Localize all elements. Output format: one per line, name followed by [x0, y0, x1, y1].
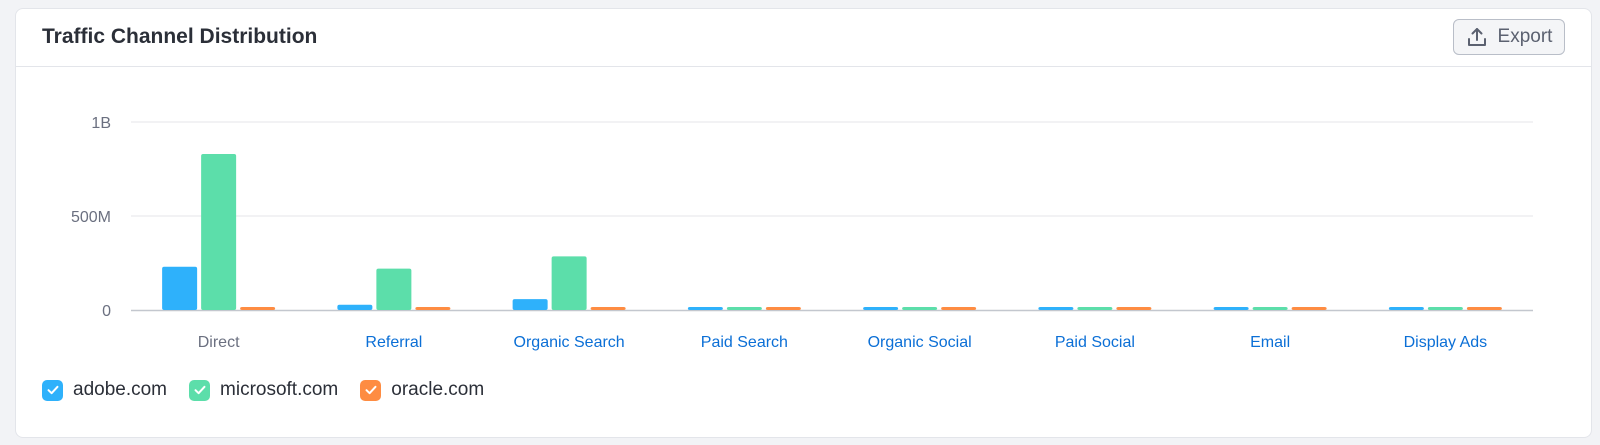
y-tick-label: 1B: [91, 115, 111, 132]
bar-adobe: [863, 307, 899, 310]
bar-microsoft: [376, 268, 412, 310]
x-tick-label[interactable]: Display Ads: [1404, 334, 1488, 351]
x-tick-label[interactable]: Organic Search: [514, 334, 625, 351]
bar-adobe: [512, 299, 548, 310]
legend-item-adobe[interactable]: adobe.com: [42, 379, 167, 401]
x-tick-label[interactable]: Organic Social: [868, 334, 972, 351]
y-tick-label: 0: [102, 303, 111, 320]
bar-adobe: [1213, 307, 1249, 310]
bar-oracle: [1466, 307, 1502, 310]
bar-oracle: [1291, 307, 1327, 310]
card-title: Traffic Channel Distribution: [42, 25, 318, 48]
bar-oracle: [240, 307, 276, 310]
upload-icon: [1467, 28, 1486, 46]
card-header: Traffic Channel Distribution Export: [16, 9, 1591, 67]
legend-label: microsoft.com: [220, 379, 339, 400]
bar-chart: 0 500M 1B Direct Referral Organic Search Paid …: [71, 115, 1533, 351]
legend-item-microsoft[interactable]: microsoft.com: [189, 379, 338, 401]
checkbox-icon[interactable]: [42, 379, 63, 401]
export-label: Export: [1497, 26, 1553, 47]
bar-microsoft: [1427, 307, 1463, 310]
bar-adobe: [1388, 307, 1424, 310]
bar-microsoft: [902, 307, 938, 310]
legend-item-oracle[interactable]: oracle.com: [360, 379, 484, 401]
bar-adobe: [1038, 307, 1074, 310]
traffic-channel-card: Traffic Channel Distribution Export 0 500…: [15, 8, 1592, 438]
bar-oracle: [1116, 307, 1152, 310]
checkbox-icon[interactable]: [189, 379, 211, 401]
export-button[interactable]: Export: [1453, 19, 1565, 55]
bar-microsoft: [1252, 307, 1288, 310]
bar-microsoft: [726, 307, 762, 310]
checkbox-icon[interactable]: [360, 379, 382, 401]
bar-oracle: [590, 307, 626, 310]
bar-oracle: [415, 307, 451, 310]
bar-adobe: [687, 307, 723, 310]
bar-microsoft: [1077, 307, 1113, 310]
x-tick-label[interactable]: Paid Social: [1055, 334, 1135, 351]
bar-microsoft: [551, 256, 587, 310]
bar-oracle: [765, 307, 801, 310]
bar-adobe: [337, 304, 373, 310]
chart-legend: adobe.com microsoft.com oracle.com: [42, 379, 506, 401]
bar-adobe: [162, 266, 198, 310]
legend-label: oracle.com: [391, 379, 485, 400]
x-tick-label[interactable]: Referral: [365, 334, 422, 351]
x-tick-label[interactable]: Paid Search: [701, 334, 788, 351]
legend-label: adobe.com: [73, 379, 168, 400]
x-tick-label[interactable]: Email: [1250, 334, 1290, 351]
x-tick-label: Direct: [198, 334, 240, 351]
bar-microsoft: [201, 153, 237, 310]
y-tick-label: 500M: [71, 209, 111, 226]
bar-oracle: [941, 307, 977, 310]
